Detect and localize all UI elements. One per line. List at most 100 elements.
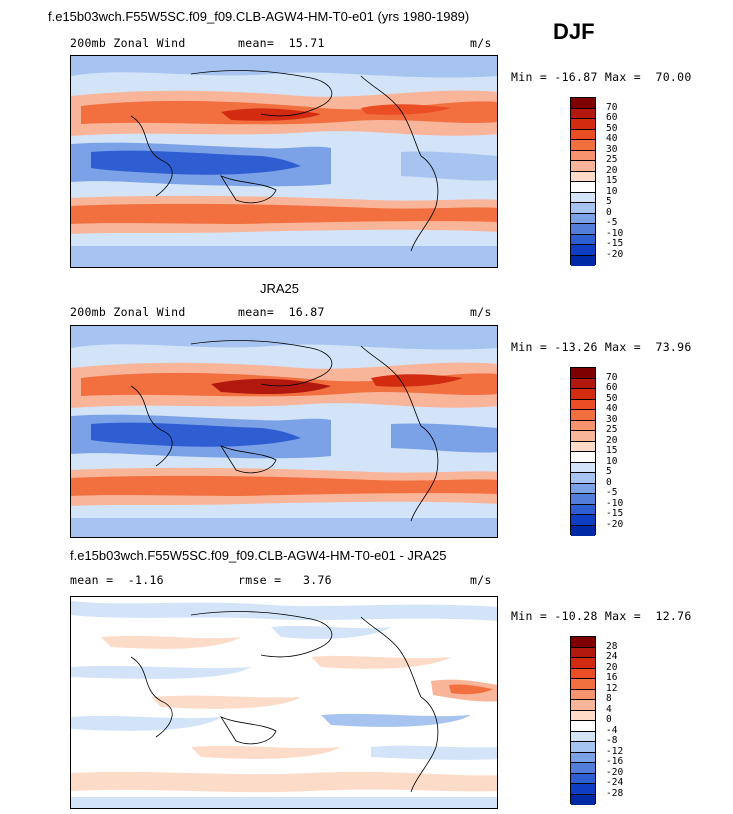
colorbar-tick-label: 10 <box>606 455 618 467</box>
panel2-colorbar: 70 60 50 40 30 25 20 15 10 5 0 -5 -10 -15 -20 <box>570 367 623 536</box>
panel2-minmax-label: Min = -13.26 Max = 73.96 <box>511 340 692 354</box>
colorbar-swatch <box>571 763 595 774</box>
colorbar-swatch <box>571 224 595 235</box>
colorbar-tick-label: -10 <box>606 497 624 509</box>
colorbar-swatch <box>571 161 595 172</box>
colorbar-swatch <box>571 752 595 763</box>
colorbar-tick-label: 5 <box>606 466 612 477</box>
colorbar-swatch <box>571 515 595 526</box>
colorbar-tick-label: 16 <box>606 672 618 683</box>
colorbar-tick-label: 4 <box>606 703 612 715</box>
colorbar-swatch <box>571 389 595 400</box>
colorbar-tick-label: 70 <box>606 371 618 383</box>
colorbar-swatch <box>571 108 595 119</box>
colorbar-swatch <box>571 213 595 224</box>
panel3-units-label: m/s <box>470 573 492 587</box>
colorbar-swatch <box>571 441 595 452</box>
colorbar-tick-label: -5 <box>606 217 618 228</box>
colorbar-tick-label: -16 <box>606 756 624 767</box>
colorbar-swatch <box>571 378 595 389</box>
colorbar-tick-label: 60 <box>606 382 618 393</box>
colorbar-swatch <box>571 462 595 473</box>
colorbar-swatch <box>571 140 595 151</box>
colorbar-tick-label: -20 <box>606 248 624 260</box>
colorbar-swatch <box>571 710 595 721</box>
colorbar-tick-label: 8 <box>606 693 612 704</box>
colorbar-swatch <box>571 637 595 648</box>
panel3-heading: f.e15b03wch.F55W5SC.f09_f09.CLB-AGW4-HM-… <box>70 548 447 563</box>
panel2-mean-label: mean= 16.87 <box>238 305 325 319</box>
colorbar-swatch <box>571 203 595 214</box>
colorbar-swatch <box>571 431 595 442</box>
panel3-map <box>70 596 498 809</box>
colorbar-tick-label: 5 <box>606 196 612 207</box>
colorbar-tick-label: -20 <box>606 766 624 778</box>
colorbar-swatch <box>571 234 595 245</box>
colorbar-tick-label: 25 <box>606 424 618 435</box>
colorbar-swatch <box>571 98 595 109</box>
colorbar-tick-label: 15 <box>606 175 618 186</box>
colorbar-swatch <box>571 119 595 130</box>
colorbar-swatch <box>571 255 595 266</box>
colorbar-tick-label: 60 <box>606 112 618 123</box>
colorbar-swatch <box>571 784 595 795</box>
colorbar-swatch <box>571 721 595 732</box>
colorbar-swatch <box>571 182 595 193</box>
colorbar-tick-label: 50 <box>606 122 618 134</box>
season-label: DJF <box>553 19 595 44</box>
panel1-mean-label: mean= 15.71 <box>238 36 325 50</box>
colorbar-tick-label: 12 <box>606 682 618 694</box>
colorbar-swatch <box>571 129 595 140</box>
colorbar-tick-label: 30 <box>606 413 618 425</box>
colorbar-swatch <box>571 452 595 463</box>
colorbar-tick-label: 15 <box>606 445 618 456</box>
colorbar-tick-label: -28 <box>606 787 624 799</box>
colorbar-tick-label: 10 <box>606 185 618 197</box>
colorbar-tick-label: -5 <box>606 487 618 498</box>
colorbar-tick-label: 20 <box>606 661 618 673</box>
panel2-variable-label: 200mb Zonal Wind <box>70 305 186 319</box>
colorbar-swatch <box>571 483 595 494</box>
panel1-units-label: m/s <box>470 36 492 50</box>
colorbar-swatch <box>571 504 595 515</box>
colorbar-tick-label: 0 <box>606 714 612 725</box>
colorbar-swatch <box>571 679 595 690</box>
colorbar-swatch <box>571 368 595 379</box>
colorbar-swatch <box>571 658 595 669</box>
colorbar-tick-label: -10 <box>606 227 624 239</box>
panel2-contour-plot <box>71 326 497 537</box>
colorbar-swatch <box>571 171 595 182</box>
colorbar-tick-label: -15 <box>606 238 624 249</box>
panel3-colorbar-swatches <box>570 636 596 805</box>
panel2-map <box>70 325 498 538</box>
colorbar-swatch <box>571 473 595 484</box>
figure-title: f.e15b03wch.F55W5SC.f09_f09.CLB-AGW4-HM-… <box>48 9 470 24</box>
colorbar-tick-label: 28 <box>606 640 618 652</box>
colorbar-swatch <box>571 731 595 742</box>
colorbar-tick-label: 25 <box>606 154 618 165</box>
colorbar-tick-label: -20 <box>606 518 624 530</box>
colorbar-swatch <box>571 420 595 431</box>
panel1-minmax-label: Min = -16.87 Max = 70.00 <box>511 70 692 84</box>
colorbar-tick-label: 30 <box>606 143 618 155</box>
panel1-contour-plot <box>71 56 497 267</box>
colorbar-tick-label: -4 <box>606 724 618 736</box>
panel3-contour-plot <box>71 597 497 808</box>
panel1-colorbar: 70 60 50 40 30 25 20 15 10 5 0 -5 -10 -15 -20 <box>570 97 623 266</box>
colorbar-tick-label: 20 <box>606 434 618 446</box>
colorbar-swatch <box>571 150 595 161</box>
panel2-heading: JRA25 <box>260 281 300 296</box>
panel3-minmax-label: Min = -10.28 Max = 12.76 <box>511 609 692 623</box>
colorbar-swatch <box>571 399 595 410</box>
colorbar-swatch <box>571 742 595 753</box>
panel1-colorbar-swatches <box>570 97 596 266</box>
colorbar-swatch <box>571 192 595 203</box>
colorbar-tick-label: 20 <box>606 164 618 176</box>
colorbar-swatch <box>571 668 595 679</box>
colorbar-tick-label: 50 <box>606 392 618 404</box>
colorbar-swatch <box>571 689 595 700</box>
colorbar-tick-label: -15 <box>606 508 624 519</box>
colorbar-tick-label: 0 <box>606 206 612 218</box>
colorbar-swatch <box>571 494 595 505</box>
